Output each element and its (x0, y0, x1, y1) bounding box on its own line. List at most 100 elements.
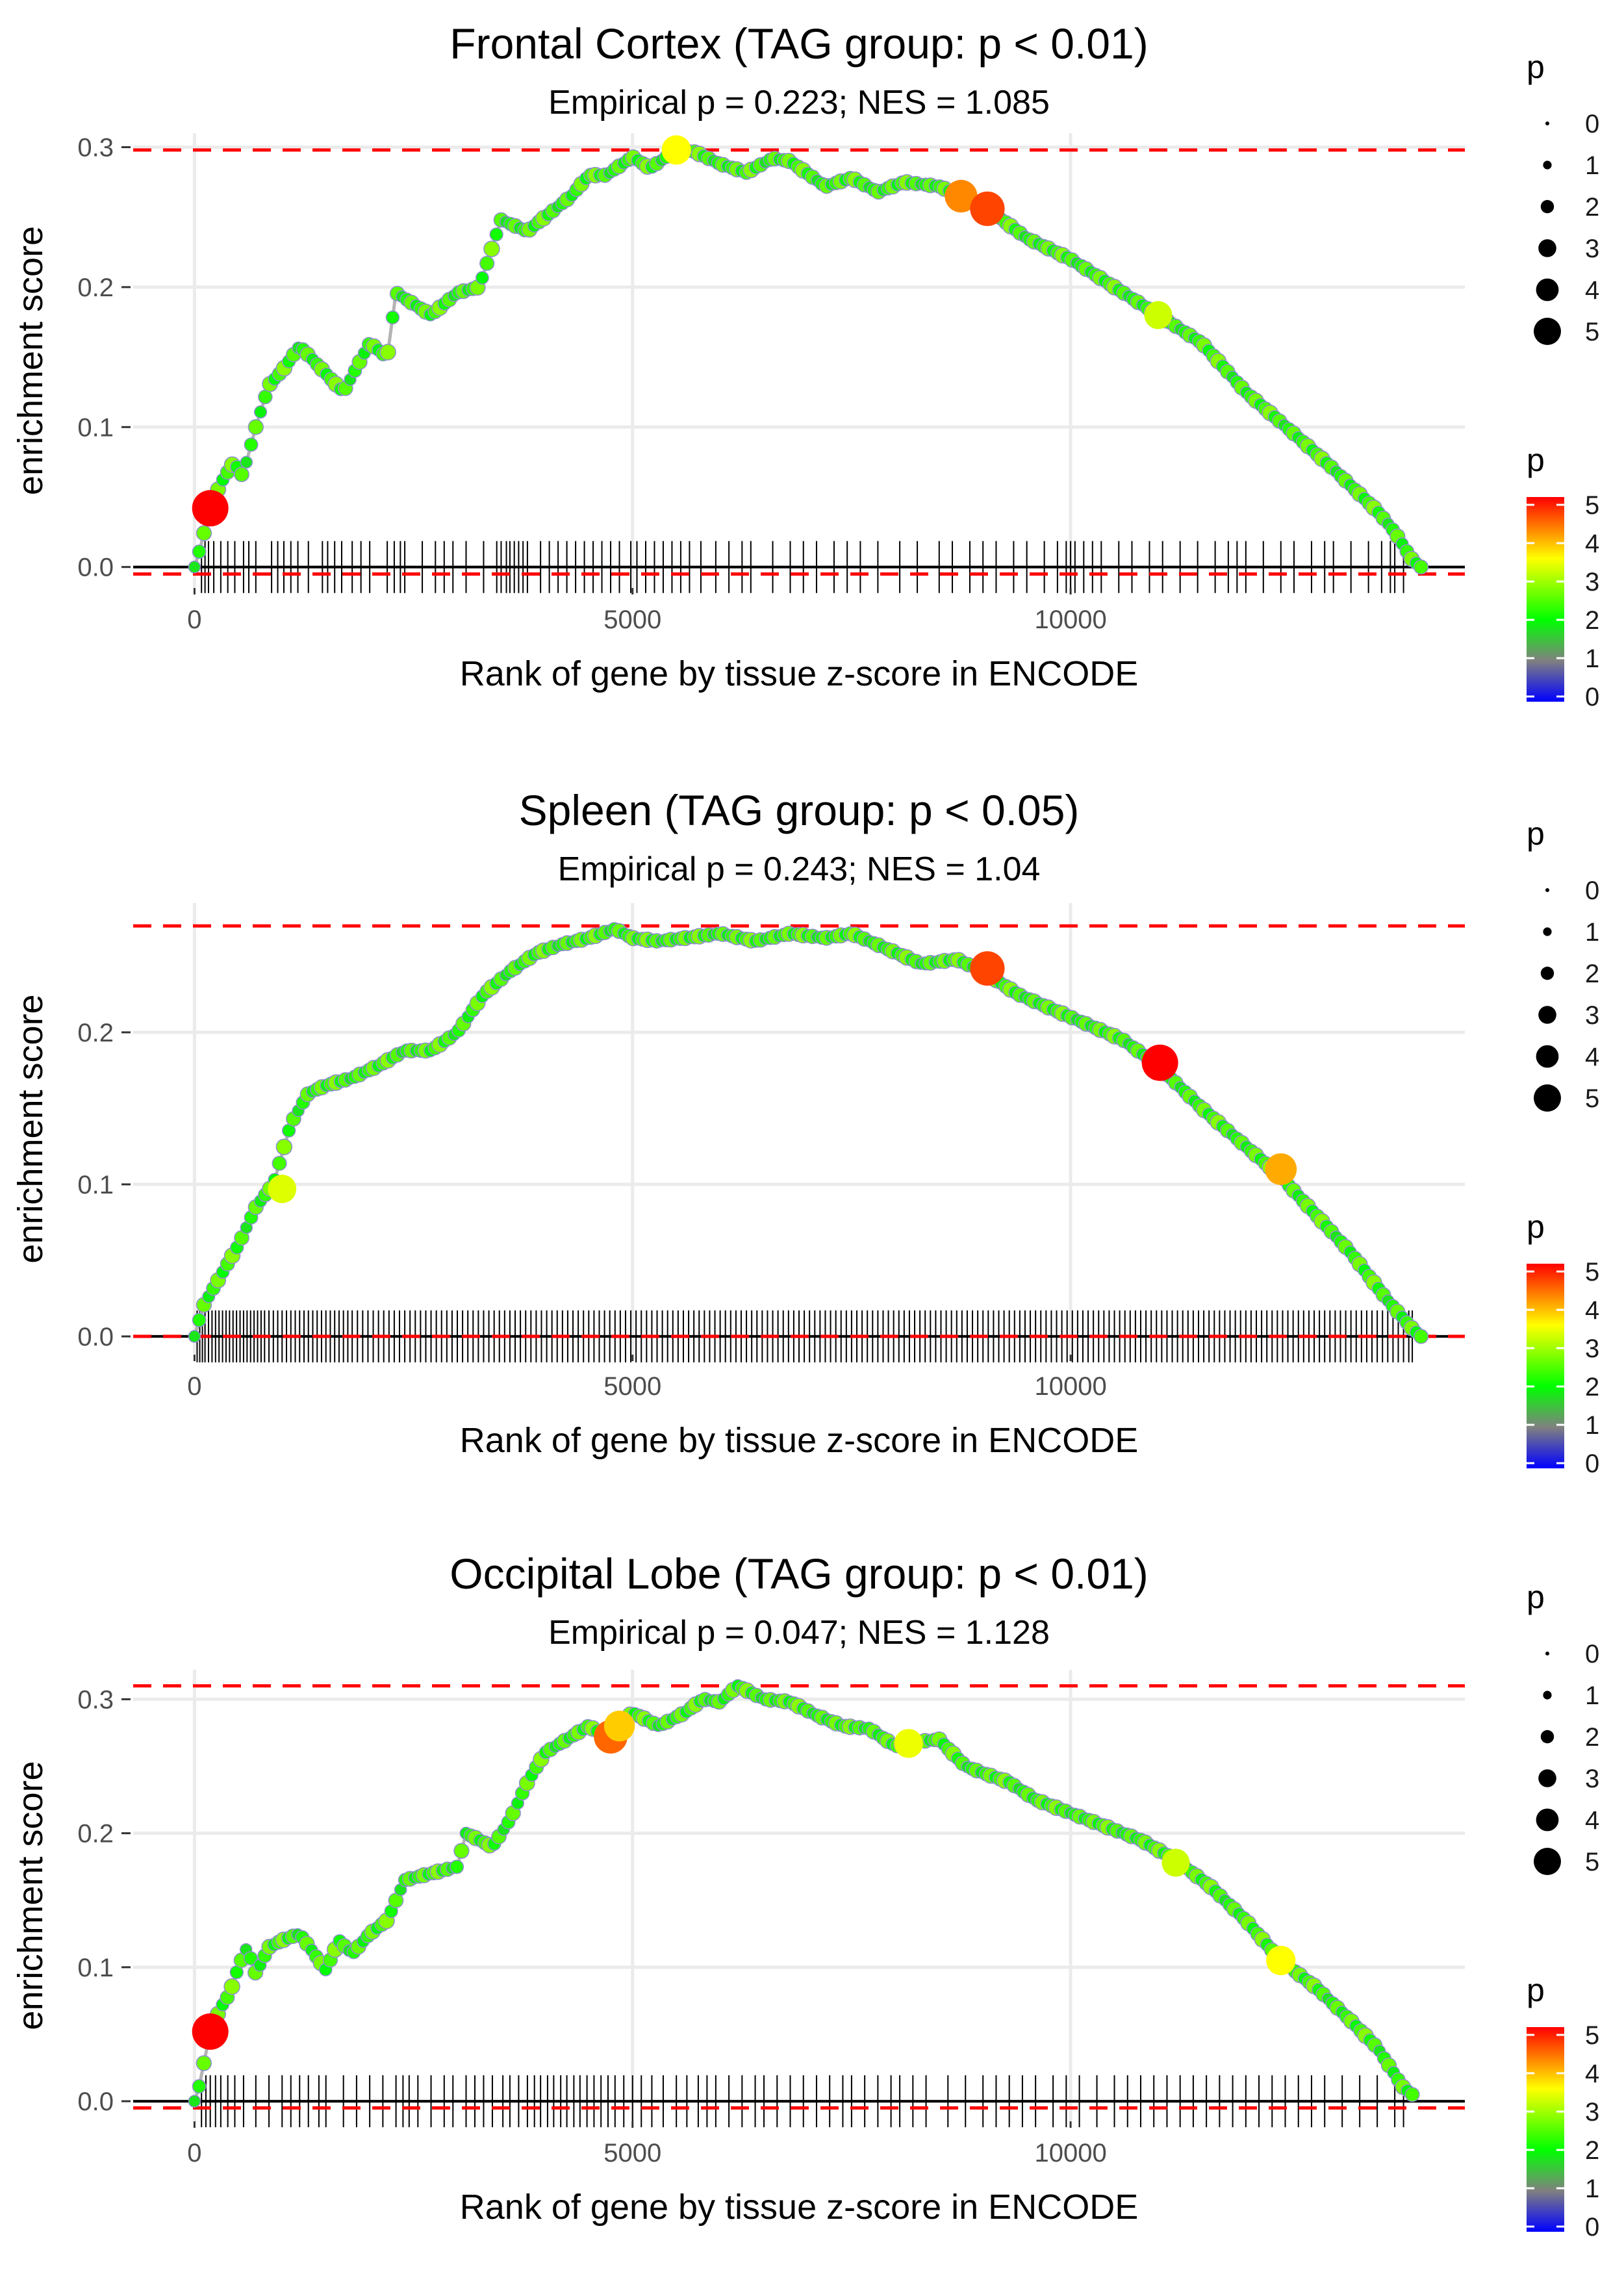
enrichment-point (1414, 1329, 1429, 1344)
size-legend-label: 1 (1585, 918, 1599, 947)
color-legend-label: 3 (1585, 1335, 1599, 1363)
size-legend-dot (1538, 239, 1556, 257)
x-tick-label: 10000 (1034, 1372, 1106, 1401)
y-tick-label: 0.0 (77, 1323, 114, 1351)
highlight-point (1144, 301, 1173, 329)
enrichment-point (243, 1951, 258, 1965)
x-axis-title: Rank of gene by tissue z-score in ENCODE (460, 1421, 1138, 1460)
highlight-point (603, 1710, 635, 1742)
size-legend-dot (1545, 121, 1549, 125)
color-legend: p 5 4 3 2 1 0 (1527, 1972, 1599, 2242)
size-legend-dot (1538, 1006, 1556, 1024)
enrichment-point (1404, 2087, 1420, 2102)
highlight-point (661, 135, 691, 165)
color-legend-label: 0 (1585, 1450, 1599, 1478)
size-legend-label: 3 (1585, 1765, 1599, 1793)
enrichment-curve (193, 1683, 1414, 2102)
size-legend-dot (1540, 966, 1554, 980)
color-legend-label: 4 (1585, 2060, 1599, 2088)
enrichment-point (188, 2095, 201, 2108)
chart-title: Spleen (TAG group: p < 0.05) (519, 786, 1080, 834)
y-axis-title: enrichment score (11, 994, 50, 1263)
enrichment-point (196, 2055, 212, 2071)
highlight-point (970, 951, 1005, 986)
color-legend-label: 3 (1585, 568, 1599, 596)
y-tick-label: 0.3 (77, 134, 114, 162)
chart-panel-1: Frontal Cortex (TAG group: p < 0.01) Empi… (11, 19, 1599, 711)
enrichment-point (385, 310, 400, 325)
color-legend-label: 1 (1585, 1411, 1599, 1440)
chart-subtitle: Empirical p = 0.223; NES = 1.085 (548, 84, 1050, 121)
highlight-point (1265, 1153, 1297, 1185)
size-legend-label: 4 (1585, 276, 1599, 305)
size-legend-dot (1536, 278, 1559, 301)
size-legend-label: 2 (1585, 960, 1599, 988)
y-axis-title: enrichment score (11, 1761, 50, 2030)
y-tick-label: 0.2 (77, 1820, 114, 1848)
enrichment-point (479, 255, 495, 271)
color-legend-label: 2 (1585, 1373, 1599, 1401)
chart-panel-3: Occipital Lobe (TAG group: p < 0.01) Empi… (11, 1550, 1599, 2242)
highlight-point (1141, 1044, 1178, 1081)
size-legend-title: p (1527, 1579, 1545, 1615)
color-legend: p 5 4 3 2 1 0 (1527, 442, 1599, 711)
size-legend-label: 1 (1585, 1681, 1599, 1710)
enrichment-point (196, 525, 212, 541)
highlight-point (970, 191, 1005, 226)
color-legend-title: p (1527, 1208, 1545, 1245)
y-tick-label: 0.1 (77, 413, 114, 442)
enrichment-point (254, 405, 268, 419)
y-tick-label: 0.2 (77, 274, 114, 302)
enrichment-point (192, 544, 207, 559)
y-tick-label: 0.2 (77, 1019, 114, 1047)
color-legend-label: 5 (1585, 1258, 1599, 1286)
size-legend-dot (1545, 888, 1549, 892)
x-tick-label: 5000 (603, 2139, 661, 2167)
size-legend-dot (1536, 1808, 1559, 1832)
enrichment-point (489, 227, 503, 242)
x-tick-label: 5000 (603, 1372, 661, 1401)
enrichment-point (192, 2079, 207, 2094)
enrichment-points (188, 1679, 1420, 2108)
enrichment-point (476, 271, 489, 285)
color-legend-label: 5 (1585, 2021, 1599, 2050)
enrichment-point (247, 419, 264, 435)
color-legend-label: 0 (1585, 683, 1599, 711)
x-tick-label: 10000 (1034, 2139, 1106, 2167)
highlight-point (1266, 1945, 1296, 1976)
color-legend-label: 0 (1585, 2213, 1599, 2242)
size-legend-title: p (1527, 815, 1545, 852)
y-tick-label: 0.1 (77, 1954, 114, 1982)
x-axis-title: Rank of gene by tissue z-score in ENCODE (460, 2188, 1138, 2227)
size-legend-dot (1545, 1652, 1549, 1655)
highlight-point (894, 1729, 923, 1758)
chart-subtitle: Empirical p = 0.243; NES = 1.04 (558, 850, 1041, 888)
highlight-point (1161, 1848, 1190, 1877)
color-legend-label: 2 (1585, 2136, 1599, 2165)
chart-title: Frontal Cortex (TAG group: p < 0.01) (450, 19, 1148, 68)
color-legend-label: 4 (1585, 1296, 1599, 1325)
size-legend-dot (1540, 1730, 1554, 1744)
y-tick-label: 0.0 (77, 2088, 114, 2116)
x-tick-label: 0 (187, 606, 201, 634)
enrichment-point (188, 560, 201, 574)
enrichment-points (188, 142, 1429, 575)
chart-subtitle: Empirical p = 0.047; NES = 1.128 (548, 1614, 1050, 1652)
size-legend: p 0 1 2 3 4 5 (1527, 815, 1599, 1113)
size-legend-title: p (1527, 49, 1545, 85)
highlight-point (192, 2013, 229, 2050)
color-legend-label: 4 (1585, 530, 1599, 558)
size-legend-label: 5 (1585, 1848, 1599, 1876)
highlight-point (192, 490, 229, 527)
size-legend-label: 5 (1585, 1084, 1599, 1113)
size-legend: p 0 1 2 3 4 5 (1527, 1579, 1599, 1876)
y-tick-label: 0.1 (77, 1171, 114, 1199)
chart-panel-2: Spleen (TAG group: p < 0.05) Empirical p … (11, 786, 1599, 1478)
enrichment-point (192, 1312, 207, 1327)
highlight-point (945, 179, 978, 213)
x-tick-label: 5000 (603, 606, 661, 634)
size-legend-label: 2 (1585, 1723, 1599, 1752)
color-legend-bar (1527, 2027, 1564, 2232)
size-legend-dot (1534, 318, 1561, 345)
